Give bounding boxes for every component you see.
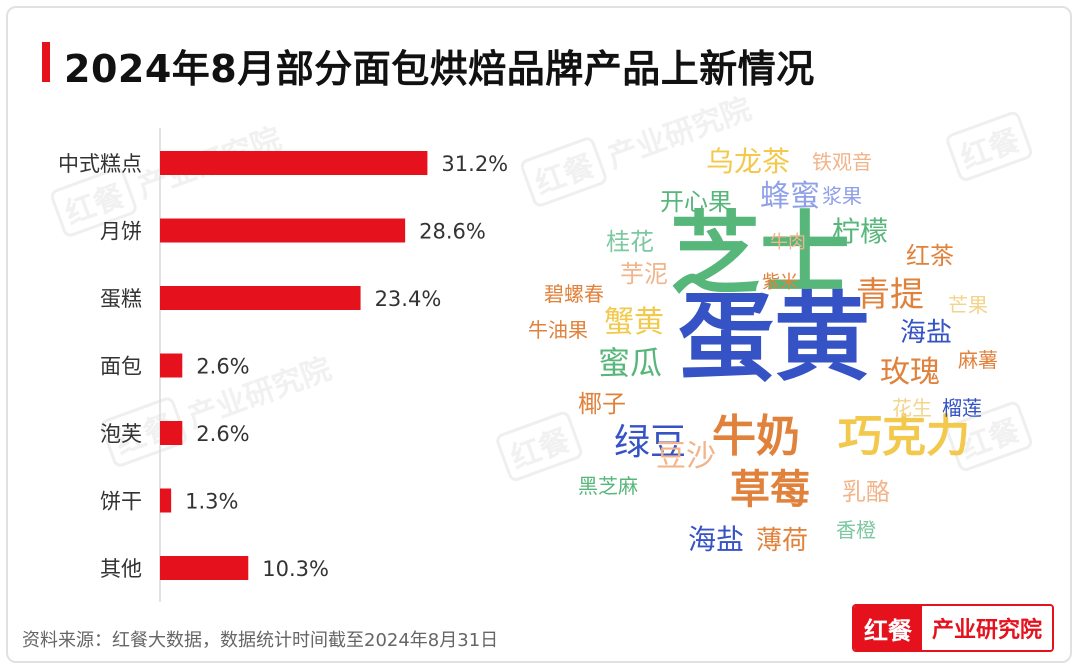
word-cloud-term: 麻薯 (958, 348, 998, 372)
word-cloud-term: 红茶 (906, 242, 954, 270)
word-cloud: 蛋黄 芝士 牛奶 巧克力 绿豆 草莓 青提 玫瑰 蜜瓜 蜂蜜 柠檬 海盐 海盐 蟹黄 豆沙 薄荷 乌龙茶 开心果红… (520, 140, 1040, 580)
word-cloud-term: 乳酪 (842, 478, 890, 506)
word-cloud-term: 绿豆 (614, 422, 687, 463)
category-label: 其他 (100, 557, 142, 581)
category-label: 中式糕点 (58, 152, 142, 176)
source-note: 资料来源：红餐大数据，数据统计时间截至2024年8月31日 (22, 630, 499, 651)
chart-frame (6, 6, 1072, 663)
chart-title: 2024年8月部分面包烘焙品牌产品上新情况 (64, 47, 815, 91)
value-label: 2.6% (196, 422, 249, 446)
bar (160, 218, 406, 243)
word-cloud-term: 紫米 (762, 272, 798, 293)
word-cloud-term: 豆沙 (656, 439, 716, 474)
bar (160, 286, 361, 310)
bar (160, 353, 183, 378)
word-cloud-term: 牛奶 (712, 411, 800, 462)
bar-chart: 中式糕点 31.2% 月饼 28.6% 蛋糕 23.4% 面包 2.6% 泡芙 2.6% 饼干 1.3… (58, 128, 508, 602)
word-cloud-term: 桂花 (606, 228, 654, 256)
word-cloud-term: 花生 (892, 396, 932, 420)
word-cloud-term: 黑芝麻 (578, 474, 638, 498)
value-label: 2.6% (196, 355, 249, 379)
value-label: 28.6% (419, 220, 486, 244)
category-label: 面包 (100, 355, 142, 379)
word-cloud-term: 芝士 (670, 202, 850, 307)
word-cloud-term: 香橙 (836, 518, 876, 542)
word-cloud-term: 玫瑰 (880, 355, 940, 390)
word-cloud-term: 芋泥 (620, 260, 668, 288)
title-accent-bar (42, 42, 50, 82)
word-cloud-term: 碧螺春 (544, 282, 604, 306)
value-label: 23.4% (375, 287, 442, 311)
word-cloud-term: 铁观音 (812, 150, 872, 174)
value-label: 31.2% (441, 152, 508, 176)
word-cloud-term: 蜂蜜 (760, 179, 820, 214)
bar (160, 556, 249, 580)
word-cloud-term: 浆果 (822, 184, 862, 208)
word-cloud-term: 乌龙茶 (706, 145, 791, 178)
word-cloud-term: 牛肉 (770, 232, 806, 253)
category-label: 泡芙 (100, 422, 142, 446)
word-cloud-term: 蟹黄 (604, 305, 664, 340)
word-cloud-term: 草莓 (730, 467, 810, 513)
word-cloud-term: 榴莲 (942, 396, 982, 420)
word-cloud-term: 芒果 (948, 293, 988, 317)
word-cloud-term: 蜜瓜 (598, 344, 663, 382)
word-cloud-term: 薄荷 (756, 526, 809, 556)
bar (160, 488, 172, 513)
word-cloud-term: 海盐 (900, 318, 953, 348)
brand-logo: 红餐 产业研究院 (852, 604, 1055, 652)
word-cloud-term: 蛋黄 (678, 282, 870, 394)
word-cloud-term: 海盐 (688, 523, 745, 556)
value-label: 1.3% (185, 490, 238, 514)
logo-mark: 红餐 (854, 606, 922, 650)
category-label: 蛋糕 (100, 287, 142, 311)
word-cloud-term: 开心果 (660, 188, 732, 216)
category-label: 月饼 (100, 220, 142, 244)
value-label: 10.3% (262, 557, 329, 581)
word-cloud-term: 柠檬 (832, 215, 889, 248)
word-cloud-term: 青提 (856, 275, 924, 315)
logo-text: 产业研究院 (922, 606, 1053, 650)
word-cloud-term: 巧克力 (838, 411, 970, 462)
bar (160, 151, 428, 175)
word-cloud-term: 椰子 (578, 390, 626, 418)
category-label: 饼干 (100, 490, 142, 514)
bar (160, 421, 183, 445)
word-cloud-term: 牛油果 (528, 318, 588, 342)
